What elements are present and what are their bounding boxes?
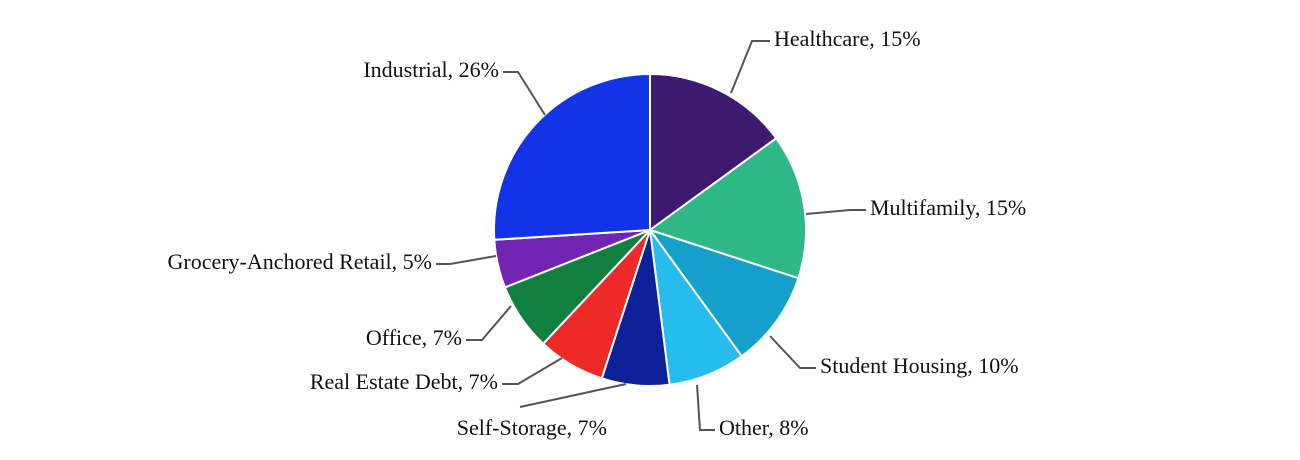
leader-lines	[436, 40, 866, 431]
pie-slice-healthcare	[649, 72, 778, 232]
slice-label-other: Other, 8%	[719, 415, 809, 440]
leader-line-grocery-anchored-retail	[436, 255, 497, 265]
slice-label-industrial: Industrial, 26%	[363, 57, 499, 82]
pie-slice-industrial	[493, 72, 651, 241]
pie-slice-student-housing	[647, 228, 800, 358]
slice-label-grocery-anchored-retail: Grocery-Anchored Retail, 5%	[167, 249, 432, 274]
slice-label-multifamily: Multifamily, 15%	[870, 195, 1026, 220]
slice-labels: Healthcare, 15% Multifamily, 15% Student H…	[167, 26, 1026, 440]
pie-slice-multifamily	[647, 136, 807, 280]
leader-line-multifamily	[805, 209, 866, 215]
leader-line-healthcare	[730, 40, 770, 94]
slice-label-office: Office, 7%	[366, 325, 462, 350]
leader-line-office	[466, 305, 512, 341]
leader-line-self-storage	[519, 383, 627, 408]
leader-line-other	[696, 384, 715, 431]
slice-label-self-storage: Self-Storage, 7%	[457, 415, 607, 440]
slice-label-real-estate-debt: Real Estate Debt, 7%	[310, 369, 498, 394]
pie-slices	[493, 72, 807, 387]
leader-line-real-estate-debt	[502, 357, 563, 385]
slice-label-healthcare: Healthcare, 15%	[774, 26, 921, 51]
leader-line-industrial	[503, 71, 546, 116]
leader-line-student-housing	[769, 335, 816, 369]
slice-label-student-housing: Student Housing, 10%	[820, 353, 1019, 378]
